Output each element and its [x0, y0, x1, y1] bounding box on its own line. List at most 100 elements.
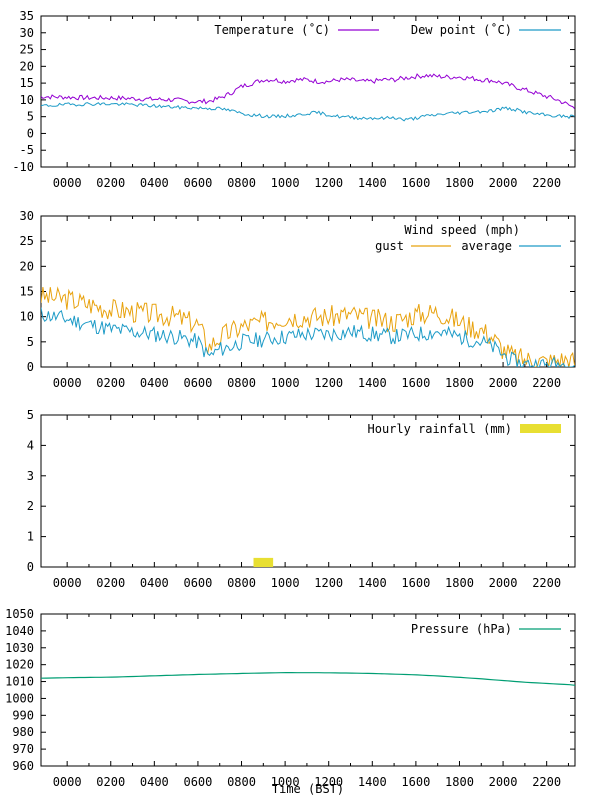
x-tick-label: 1800 [445, 376, 474, 390]
legend-title: Wind speed (mph) [404, 223, 520, 237]
x-tick-label: 0800 [227, 576, 256, 590]
x-tick-label: 1600 [401, 775, 430, 789]
y-tick-label: 20 [20, 59, 34, 73]
legend-swatch [520, 424, 561, 433]
y-tick-label: 20 [20, 259, 34, 273]
legend-label: average [461, 239, 512, 253]
y-tick-label: 35 [20, 9, 34, 23]
x-tick-label: 0800 [227, 775, 256, 789]
x-tick-label: 0000 [53, 176, 82, 190]
chart-panel-3: 0 1 2 3 4 5 0000 0200 0400 0600 0800 1000 1200 1400 16… [27, 408, 576, 590]
series-line [41, 307, 575, 367]
series-line [41, 102, 575, 122]
x-tick-label: 2200 [532, 176, 561, 190]
x-tick-label: 0000 [53, 775, 82, 789]
y-tick-label: 0 [27, 126, 34, 140]
x-tick-label: 2000 [489, 376, 518, 390]
y-tick-label: 3 [27, 469, 34, 483]
y-tick-label: 960 [12, 759, 34, 773]
x-tick-label: 1200 [314, 376, 343, 390]
x-tick-label: 2200 [532, 576, 561, 590]
y-tick-label: 1010 [5, 675, 34, 689]
x-tick-label: 0600 [183, 775, 212, 789]
x-tick-label: 0400 [140, 576, 169, 590]
series-line [41, 671, 575, 686]
y-tick-label: -5 [20, 143, 34, 157]
y-tick-label: 4 [27, 438, 34, 452]
x-tick-label: 1000 [271, 176, 300, 190]
x-tick-label: 1600 [401, 176, 430, 190]
y-tick-label: 970 [12, 742, 34, 756]
x-axis-label: Time (BST) [272, 782, 344, 796]
x-tick-label: 1800 [445, 176, 474, 190]
plot-frame [40, 414, 576, 568]
x-tick-label: 2000 [489, 576, 518, 590]
series-1 [41, 671, 575, 686]
series-1 [41, 73, 575, 109]
y-tick-label: 10 [20, 310, 34, 324]
series-1 [41, 286, 575, 367]
x-tick-label: 0800 [227, 176, 256, 190]
x-tick-label: 0400 [140, 775, 169, 789]
chart-panel-2: 0 5 10 15 20 25 30 0000 0200 0400 0600 0800 1000 1200… [20, 209, 576, 390]
legend-label: Pressure (hPa) [411, 622, 512, 636]
x-tick-label: 1200 [314, 176, 343, 190]
y-tick-label: 5 [27, 408, 34, 422]
y-tick-label: 0 [27, 360, 34, 374]
chart-panel-1: -10 -5 0 5 10 15 20 25 30 35 0000 0200 0400 0600 0800 1… [12, 9, 576, 190]
x-tick-label: 0200 [96, 775, 125, 789]
x-tick-label: 1400 [358, 176, 387, 190]
x-tick-label: 0200 [96, 376, 125, 390]
y-tick-label: 5 [27, 335, 34, 349]
y-tick-label: 25 [20, 234, 34, 248]
x-tick-label: 1600 [401, 376, 430, 390]
x-tick-label: 1400 [358, 376, 387, 390]
y-tick-label: 25 [20, 43, 34, 57]
y-tick-label: 2 [27, 499, 34, 513]
x-tick-label: 0600 [183, 576, 212, 590]
y-tick-label: 980 [12, 725, 34, 739]
x-tick-label: 0600 [183, 376, 212, 390]
chart-panel-4: 960 970 980 990 1000 1010 1020 1030 1040 1050 0000… [5, 607, 576, 796]
y-tick-label: 30 [20, 209, 34, 223]
y-tick-label: 15 [20, 285, 34, 299]
x-tick-label: 1600 [401, 576, 430, 590]
y-tick-label: -10 [12, 160, 34, 174]
x-tick-label: 1000 [271, 376, 300, 390]
y-tick-label: 5 [27, 110, 34, 124]
x-tick-label: 1400 [358, 576, 387, 590]
y-tick-label: 1050 [5, 607, 34, 621]
plot-frame [40, 613, 576, 767]
y-tick-label: 1030 [5, 641, 34, 655]
x-tick-label: 1000 [271, 775, 300, 789]
x-tick-label: 0200 [96, 576, 125, 590]
x-tick-label: 0000 [53, 376, 82, 390]
y-tick-label: 15 [20, 76, 34, 90]
x-tick-label: 2200 [532, 775, 561, 789]
y-tick-label: 1040 [5, 624, 34, 638]
x-tick-label: 2000 [489, 775, 518, 789]
y-tick-label: 1020 [5, 658, 34, 672]
x-tick-label: 0800 [227, 376, 256, 390]
x-tick-label: 1400 [358, 775, 387, 789]
plot-frame [40, 15, 576, 168]
legend-label: Hourly rainfall (mm) [368, 422, 513, 436]
x-tick-label: 0200 [96, 176, 125, 190]
x-tick-label: 1000 [271, 576, 300, 590]
series-line [41, 73, 575, 109]
x-tick-label: 1800 [445, 576, 474, 590]
x-tick-label: 1200 [314, 576, 343, 590]
y-tick-label: 10 [20, 93, 34, 107]
x-tick-label: 0400 [140, 176, 169, 190]
series-line [41, 286, 575, 367]
x-tick-label: 0000 [53, 576, 82, 590]
legend-label: Dew point (˚C) [411, 22, 512, 37]
y-tick-label: 1000 [5, 691, 34, 705]
y-tick-label: 30 [20, 26, 34, 40]
x-tick-label: 0400 [140, 376, 169, 390]
series-2 [41, 102, 575, 122]
x-tick-label: 0600 [183, 176, 212, 190]
x-tick-label: 1800 [445, 775, 474, 789]
x-tick-label: 2200 [532, 376, 561, 390]
